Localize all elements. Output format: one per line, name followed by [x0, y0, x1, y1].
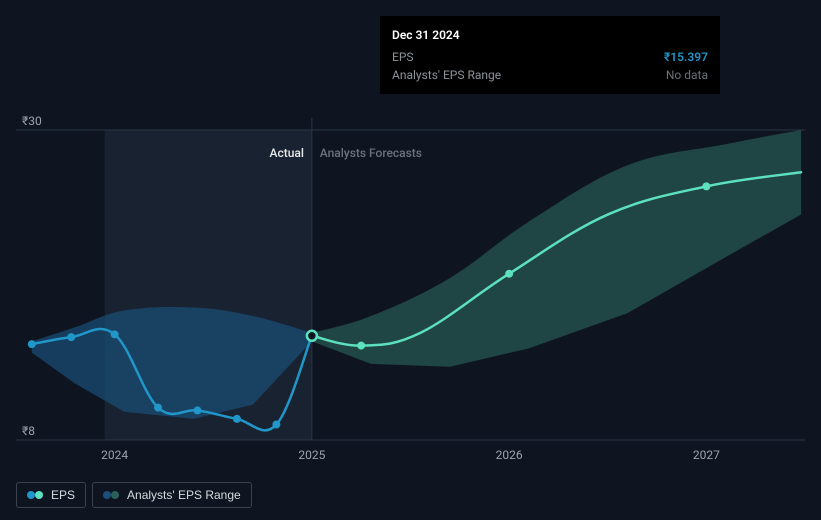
- section-label-actual: Actual: [228, 146, 304, 160]
- tooltip-label: Analysts' EPS Range: [392, 66, 501, 84]
- tooltip-label: EPS: [392, 48, 414, 66]
- tooltip-date: Dec 31 2024: [392, 26, 708, 44]
- legend-label: Analysts' EPS Range: [127, 488, 241, 502]
- legend-swatch-range: [103, 490, 119, 500]
- x-axis-tick: 2026: [496, 448, 523, 462]
- chart-legend: EPS Analysts' EPS Range: [16, 482, 252, 508]
- x-axis-tick: 2025: [298, 448, 325, 462]
- tooltip-row-range: Analysts' EPS Range No data: [392, 66, 708, 84]
- tooltip-row-eps: EPS ₹15.397: [392, 48, 708, 66]
- legend-swatch-eps: [27, 490, 43, 500]
- section-label-forecast: Analysts Forecasts: [320, 146, 422, 160]
- legend-label: EPS: [51, 488, 75, 502]
- tooltip-value: ₹15.397: [664, 48, 708, 66]
- tooltip-value: No data: [666, 66, 708, 84]
- x-axis-tick: 2027: [693, 448, 720, 462]
- legend-item-range[interactable]: Analysts' EPS Range: [92, 482, 252, 508]
- x-axis-tick: 2024: [101, 448, 128, 462]
- legend-item-eps[interactable]: EPS: [16, 482, 86, 508]
- eps-forecast-chart: Dec 31 2024 EPS ₹15.397 Analysts' EPS Ra…: [0, 0, 821, 520]
- y-axis-label: ₹30: [22, 114, 42, 128]
- hover-tooltip: Dec 31 2024 EPS ₹15.397 Analysts' EPS Ra…: [380, 16, 720, 94]
- y-axis-label: ₹8: [22, 424, 35, 438]
